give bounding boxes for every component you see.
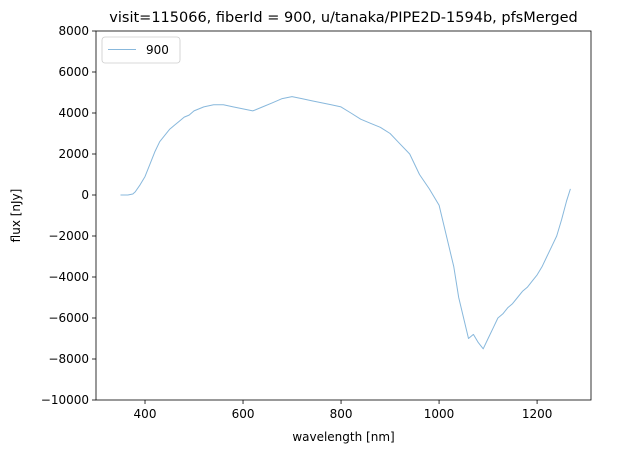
y-tick-label: 8000 [58, 24, 89, 38]
y-tick-label: −4000 [48, 270, 89, 284]
y-tick-label: 6000 [58, 65, 89, 79]
x-axis-ticks: 400 600 800 1000 1200 [134, 400, 553, 421]
x-tick-label: 400 [134, 407, 157, 421]
legend: 900 [101, 36, 181, 64]
y-axis-ticks: −10000 −8000 −6000 −4000 −2000 0 2000 4000 6000 8… [41, 24, 96, 407]
x-tick-label: 600 [232, 407, 255, 421]
legend-box [101, 36, 181, 64]
plot-area [95, 30, 592, 401]
y-tick-label: 4000 [58, 106, 89, 120]
y-tick-label: −6000 [48, 311, 89, 325]
series-layer [120, 96, 571, 350]
legend-label: 900 [146, 43, 169, 57]
x-tick-label: 800 [330, 407, 353, 421]
axes-frame [95, 30, 592, 401]
axes-background [96, 31, 591, 400]
x-axis-label: wavelength [nm] [292, 430, 394, 444]
y-tick-label: 2000 [58, 147, 89, 161]
chart-title: visit=115066, fiberId = 900, u/tanaka/PI… [109, 10, 577, 26]
x-tick-label: 1200 [522, 407, 553, 421]
y-tick-label: −8000 [48, 352, 89, 366]
y-axis-label: flux [nJy] [9, 189, 23, 243]
y-tick-label: −2000 [48, 229, 89, 243]
y-tick-label: −10000 [41, 393, 89, 407]
y-tick-label: 0 [81, 188, 89, 202]
series-line-900 [120, 96, 571, 350]
x-tick-label: 1000 [424, 407, 455, 421]
